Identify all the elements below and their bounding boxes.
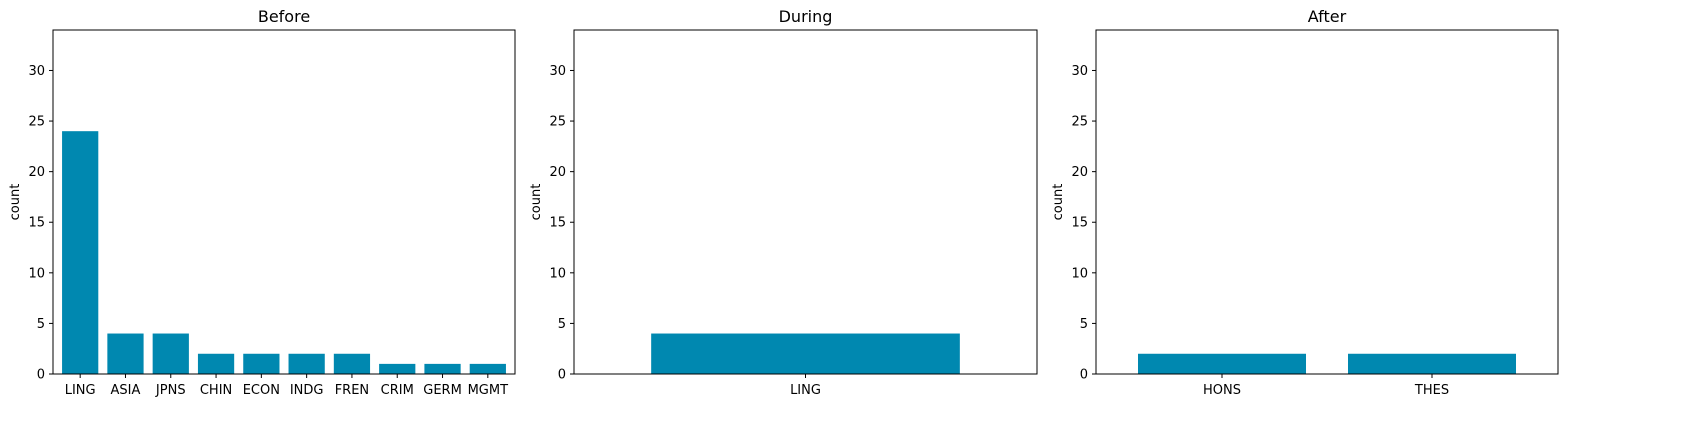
- y-axis-label: count: [8, 184, 23, 221]
- panel-title: During: [779, 7, 833, 26]
- x-tick-label: ECON: [243, 383, 280, 398]
- plot-frame: [1095, 29, 1559, 375]
- chart-panel-after: 0 5 10 15 20 25 30 HONS THES After count: [1051, 7, 1559, 398]
- y-tick-label: 10: [28, 266, 45, 281]
- x-tick-label: ASIA: [111, 383, 141, 398]
- y-tick-label: 0: [1080, 368, 1088, 383]
- y-tick-label: 30: [549, 64, 566, 79]
- plot-frame: [52, 29, 516, 375]
- y-tick-label: 25: [549, 115, 566, 130]
- x-tick-label: JPNS: [155, 383, 186, 398]
- bar-germ: [424, 363, 461, 374]
- panel-title: After: [1308, 7, 1347, 26]
- bar-crim: [379, 363, 416, 374]
- x-tick-label: THES: [1414, 383, 1449, 398]
- bar-ling: [651, 333, 960, 374]
- bar-mgmt: [469, 363, 506, 374]
- x-tick-label: FREN: [335, 383, 369, 398]
- bar-hons: [1138, 353, 1306, 374]
- y-tick-label: 30: [28, 64, 45, 79]
- y-tick-label: 15: [1071, 216, 1088, 231]
- x-tick-label: CHIN: [200, 383, 232, 398]
- y-tick-label: 20: [1071, 165, 1088, 180]
- bar-indg: [288, 353, 325, 374]
- y-tick-label: 20: [28, 165, 45, 180]
- x-tick-label: INDG: [290, 383, 324, 398]
- x-tick-label: HONS: [1203, 383, 1241, 398]
- y-tick-label: 5: [558, 317, 566, 332]
- y-tick-label: 10: [549, 266, 566, 281]
- bar-chin: [197, 353, 235, 374]
- y-tick-label: 25: [1071, 115, 1088, 130]
- y-tick-label: 10: [1071, 266, 1088, 281]
- y-tick-label: 30: [1071, 64, 1088, 79]
- y-tick-label: 5: [1080, 317, 1088, 332]
- bar-econ: [243, 353, 280, 374]
- chart-panel-during: 0 5 10 15 20 25 30 LING During count: [529, 7, 1038, 398]
- x-tick-label: LING: [65, 383, 96, 398]
- y-tick-label: 0: [558, 368, 566, 383]
- y-tick-label: 15: [28, 216, 45, 231]
- x-tick-label: MGMT: [468, 383, 509, 398]
- bar-ling: [62, 131, 99, 374]
- bar-asia: [107, 333, 144, 374]
- y-tick-label: 5: [37, 317, 45, 332]
- x-tick-label: CRIM: [381, 383, 414, 398]
- y-tick-label: 15: [549, 216, 566, 231]
- y-axis-label: count: [529, 184, 544, 221]
- panel-title: Before: [258, 7, 310, 26]
- y-tick-label: 25: [28, 115, 45, 130]
- plot-frame: [573, 29, 1038, 375]
- chart-panel-before: 0 5 10 15 20 25 30 LING ASIA JPNS CHIN ECON INDG FREN…: [8, 7, 516, 398]
- bar-fren: [333, 353, 371, 374]
- x-tick-label: GERM: [423, 383, 462, 398]
- bar-jpns: [152, 333, 189, 374]
- y-axis-label: count: [1051, 184, 1066, 221]
- y-tick-label: 20: [549, 165, 566, 180]
- y-tick-label: 0: [37, 368, 45, 383]
- x-tick-label: LING: [790, 383, 821, 398]
- bar-thes: [1348, 353, 1516, 374]
